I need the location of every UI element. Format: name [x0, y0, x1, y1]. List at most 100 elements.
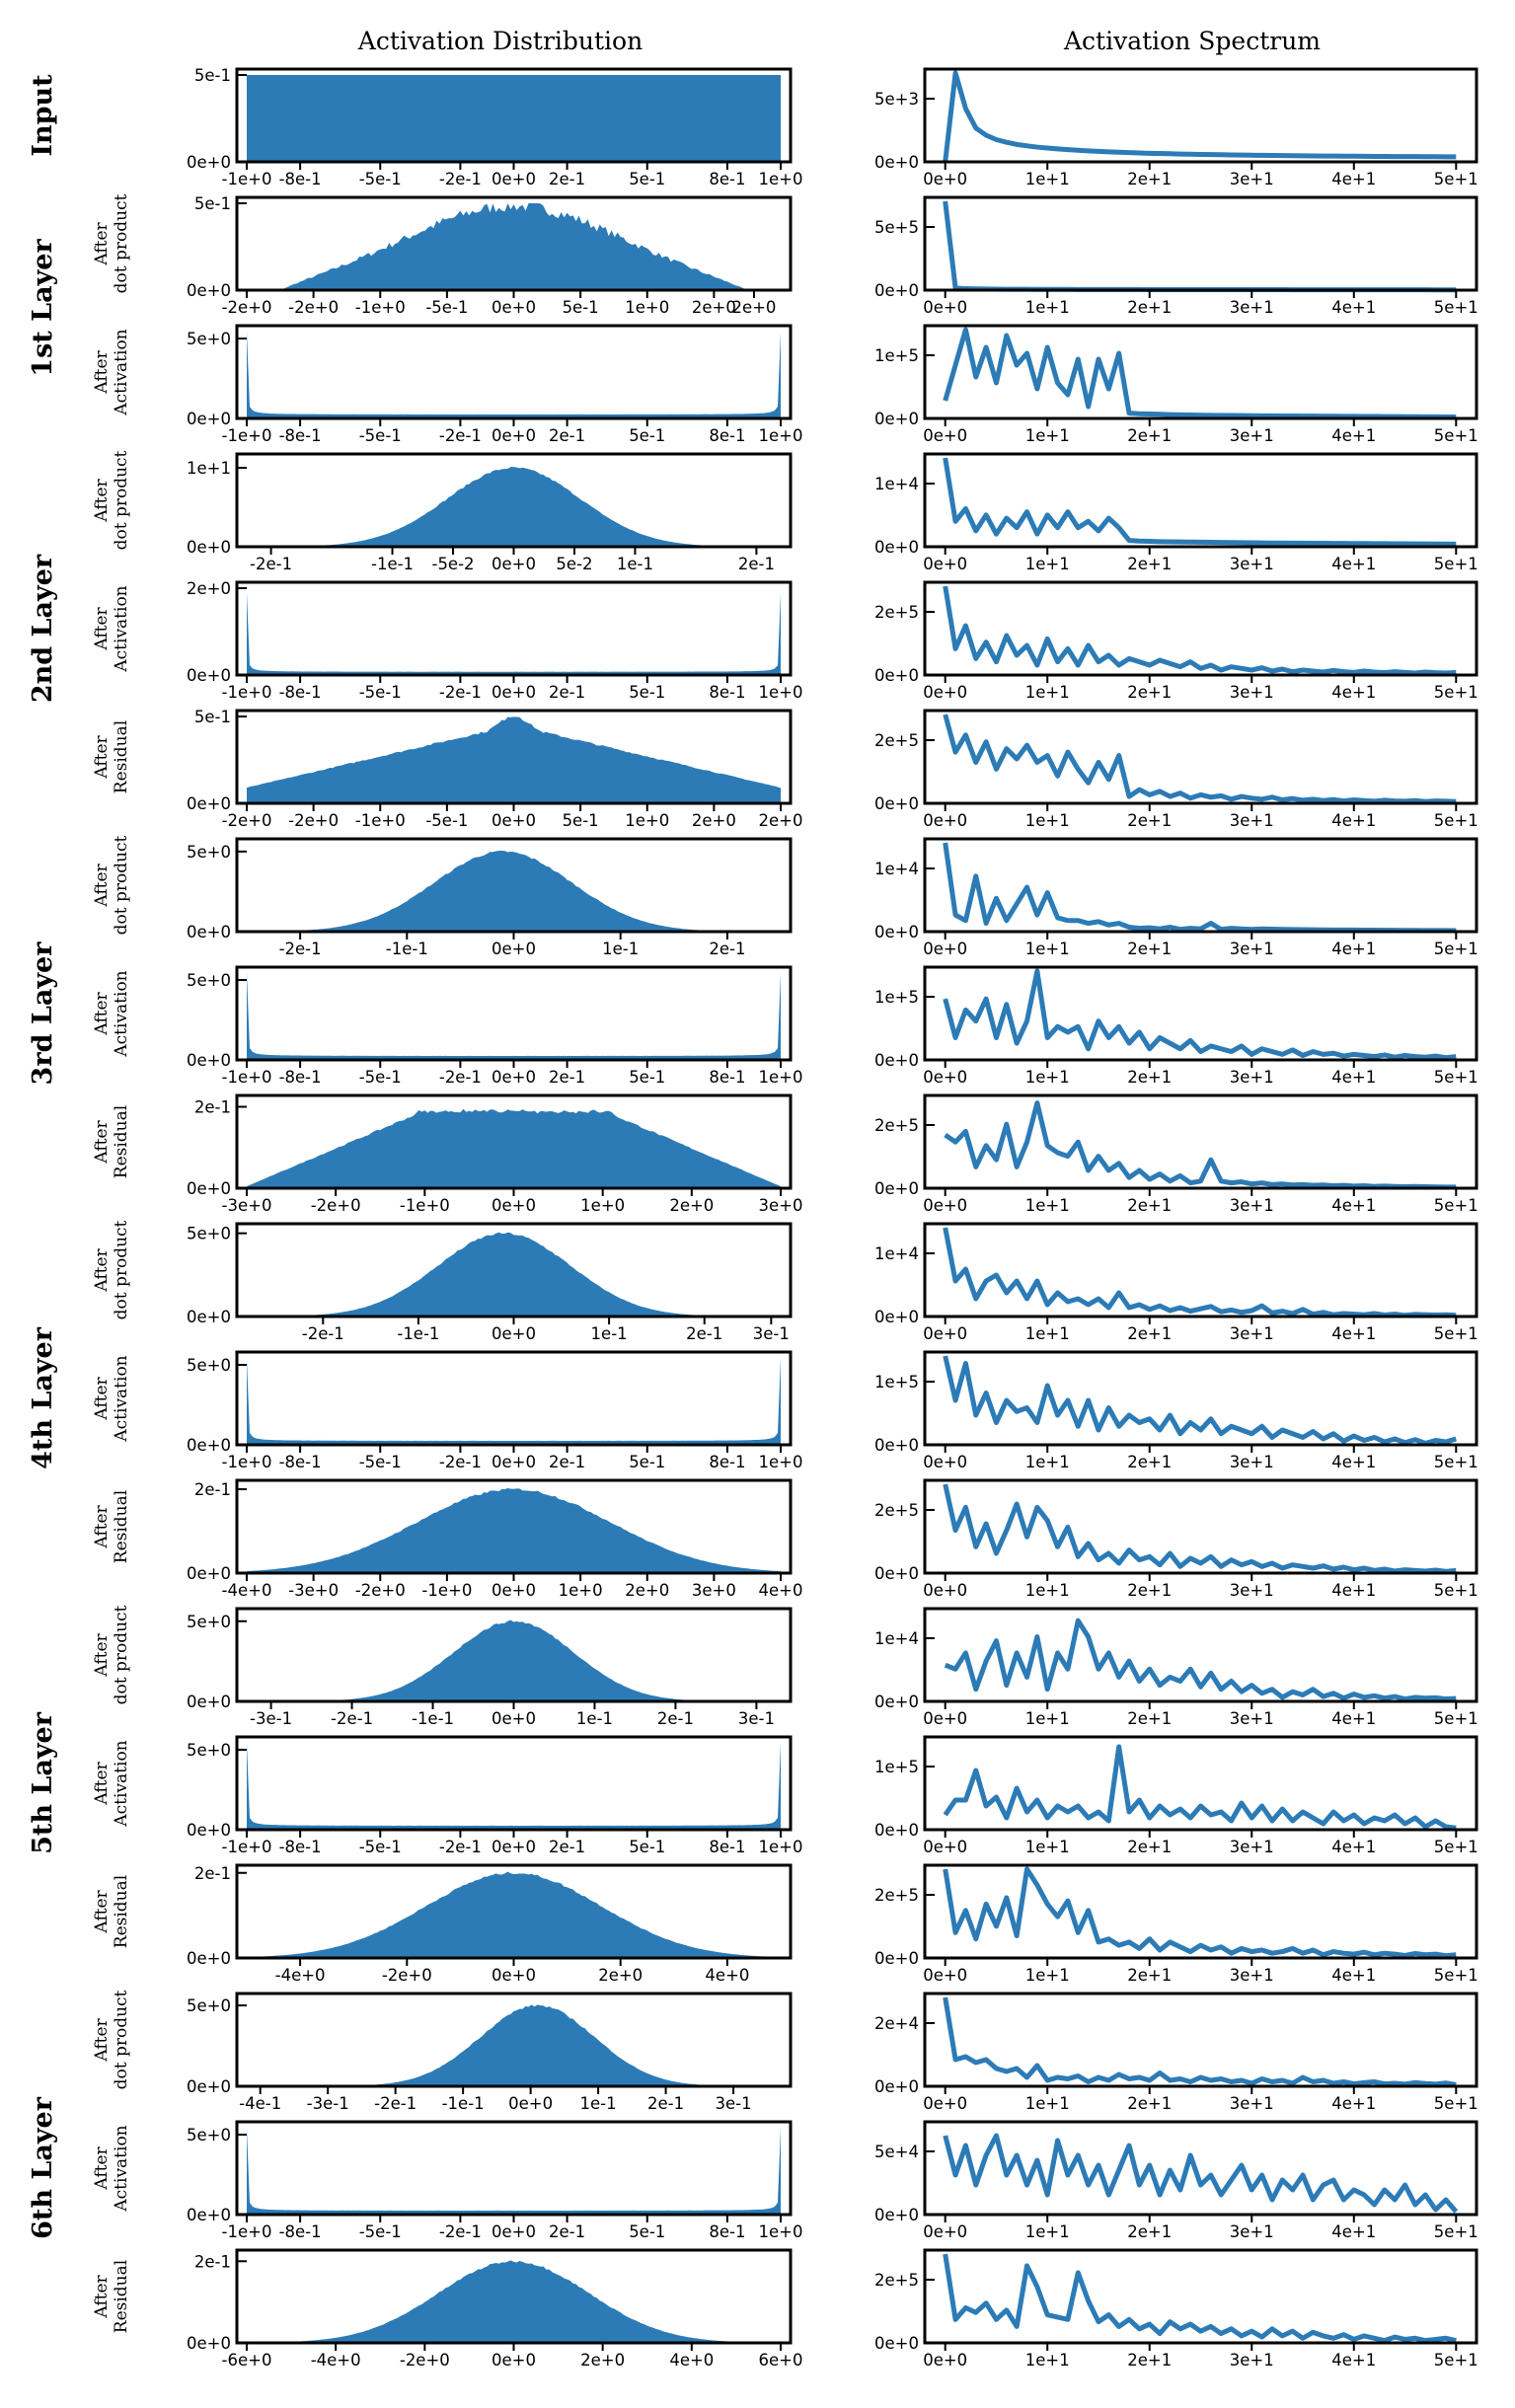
y-tick-label: 0e+0 — [874, 923, 919, 941]
row-label: After — [92, 1761, 112, 1805]
x-tick-label: 2e+0 — [731, 298, 776, 317]
x-tick-label: 2e-1 — [647, 2094, 684, 2113]
y-tick-label: 5e+5 — [874, 218, 919, 237]
x-tick-label: 0e+0 — [492, 1324, 536, 1343]
x-tick-label: 0e+0 — [492, 940, 536, 958]
y-tick-label: 0e+0 — [874, 1436, 919, 1455]
y-tick-label: 0e+0 — [187, 410, 231, 428]
histogram-panel: 0e+0 2e-1 -3e+0 -2e+0 -1e+0 0e+0 1e+0 2e+0 3e+0 — [187, 1093, 802, 1215]
row-label: dot product — [112, 835, 131, 935]
layer-group-label: 1st Layer — [28, 239, 58, 377]
x-tick-label: 4e+1 — [1331, 426, 1376, 445]
y-tick-label: 0e+0 — [187, 2077, 231, 2096]
spectrum-frame — [923, 837, 1478, 934]
spectrum-line — [943, 2133, 1459, 2214]
x-tick-label: 2e+1 — [1127, 555, 1172, 573]
x-tick-label: 5e-1 — [629, 1838, 665, 1856]
spectrum-frame — [923, 452, 1478, 549]
x-tick-label: 2e+1 — [1127, 940, 1172, 958]
x-tick-label: 4e+1 — [1331, 2351, 1376, 2370]
row-label: After — [92, 2017, 112, 2062]
spectrum-line — [943, 1483, 1457, 1574]
spectrum-line — [943, 842, 1457, 934]
x-tick-label: 0e+0 — [508, 2094, 553, 2113]
x-tick-label: -8e-1 — [279, 1068, 322, 1087]
y-tick-label: 0e+0 — [187, 2334, 231, 2353]
x-tick-label: -1e+0 — [222, 1453, 272, 1471]
x-tick-label: 5e+1 — [1434, 1966, 1478, 1985]
x-tick-label: -2e-1 — [439, 2222, 482, 2241]
subplot-row: After Residual 0e+0 5e-1 -2e+0 -2e+0 -1e+0 -5e-… — [92, 708, 1478, 830]
y-tick-label: 1e+4 — [874, 1244, 919, 1263]
x-tick-label: 0e+0 — [492, 1966, 536, 1985]
y-tick-label: 5e+0 — [187, 1741, 231, 1760]
x-tick-label: -2e+0 — [288, 298, 339, 317]
spectrum-frame — [923, 67, 1478, 164]
y-tick-label: 0e+0 — [187, 1436, 231, 1455]
x-tick-label: 2e+1 — [1127, 170, 1172, 188]
x-tick-label: 3e+1 — [1230, 555, 1274, 573]
spectrum-frame — [923, 1478, 1478, 1575]
y-tick-label: 0e+0 — [874, 1308, 919, 1326]
x-tick-label: -3e+0 — [222, 1196, 272, 1215]
x-tick-label: 2e+1 — [1127, 426, 1172, 445]
histogram-panel: 0e+0 5e+0 -1e+0 -8e-1 -5e-1 -2e-1 0e+0 2e-1 5e-1… — [187, 324, 802, 445]
x-tick-label: -1e+0 — [222, 683, 272, 702]
y-tick-label: 0e+0 — [187, 1821, 231, 1840]
x-tick-label: 3e+1 — [1230, 1709, 1274, 1728]
x-tick-label: -4e+0 — [311, 2351, 361, 2370]
histogram-panel: 0e+0 2e+0 -1e+0 -8e-1 -5e-1 -2e-1 0e+0 2e-1 5e-1… — [187, 579, 802, 702]
x-tick-label: 8e-1 — [709, 2222, 745, 2241]
x-tick-label: 1e+0 — [759, 2222, 803, 2241]
x-tick-label: 2e+0 — [759, 811, 803, 830]
x-tick-label: 4e+1 — [1331, 170, 1376, 188]
x-tick-label: 3e+1 — [1230, 1196, 1274, 1215]
x-tick-label: 5e+1 — [1434, 1709, 1478, 1728]
histogram-bars — [247, 2004, 781, 2086]
y-tick-label: 0e+0 — [874, 281, 919, 300]
x-tick-label: 2e+1 — [1127, 1709, 1172, 1728]
subplot-row: After Activation 0e+0 5e+0 -1e+0 -8e-1 -5e-1 -2… — [92, 965, 1478, 1087]
x-tick-label: 5e-1 — [563, 298, 599, 317]
y-tick-label: 0e+0 — [874, 1693, 919, 1711]
histogram-bars — [247, 75, 781, 162]
x-tick-label: 0e+0 — [923, 2094, 967, 2113]
x-tick-label: 2e+1 — [1127, 1581, 1172, 1600]
x-tick-label: 3e+1 — [1230, 1966, 1274, 1985]
y-tick-label: 2e+5 — [874, 1116, 919, 1135]
layer-group-label: 3rd Layer — [28, 941, 58, 1086]
x-tick-label: 3e+1 — [1230, 1324, 1274, 1343]
x-tick-label: -8e-1 — [279, 426, 322, 445]
x-tick-label: 5e+1 — [1434, 1324, 1478, 1343]
row-label: dot product — [112, 1220, 131, 1319]
x-tick-label: -2e-1 — [250, 555, 292, 573]
spectrum-frame — [923, 1093, 1478, 1190]
y-tick-label: 5e-1 — [194, 194, 231, 213]
x-tick-label: 1e+1 — [1025, 1709, 1070, 1728]
x-tick-label: 3e+1 — [1230, 1068, 1274, 1087]
x-tick-label: 0e+0 — [923, 298, 967, 317]
x-tick-label: 5e-1 — [629, 1453, 665, 1471]
histogram-bars — [247, 1108, 781, 1188]
x-tick-label: 1e+1 — [1025, 1324, 1070, 1343]
x-tick-label: 1e+0 — [625, 811, 669, 830]
x-tick-label: 1e-1 — [580, 2094, 617, 2113]
x-tick-label: 2e+1 — [1127, 2094, 1172, 2113]
x-tick-label: 0e+0 — [923, 1324, 967, 1343]
x-tick-label: -1e+0 — [222, 426, 272, 445]
x-tick-label: 5e+1 — [1434, 555, 1478, 573]
row-label: After — [92, 991, 112, 1035]
y-tick-label: 2e+5 — [874, 731, 919, 750]
histogram-bars — [247, 467, 781, 547]
row-label: After — [92, 1889, 112, 1933]
x-tick-label: 2e-1 — [686, 1324, 722, 1343]
y-tick-label: 5e+3 — [874, 90, 919, 109]
x-tick-label: 1e+1 — [1025, 555, 1070, 573]
x-tick-label: 1e-1 — [602, 940, 639, 958]
row-label: After — [92, 2274, 112, 2318]
histogram-bars — [247, 850, 781, 932]
spectrum-line — [943, 1227, 1457, 1318]
y-tick-label: 2e+5 — [874, 1501, 919, 1520]
histogram-frame — [235, 1992, 793, 2088]
